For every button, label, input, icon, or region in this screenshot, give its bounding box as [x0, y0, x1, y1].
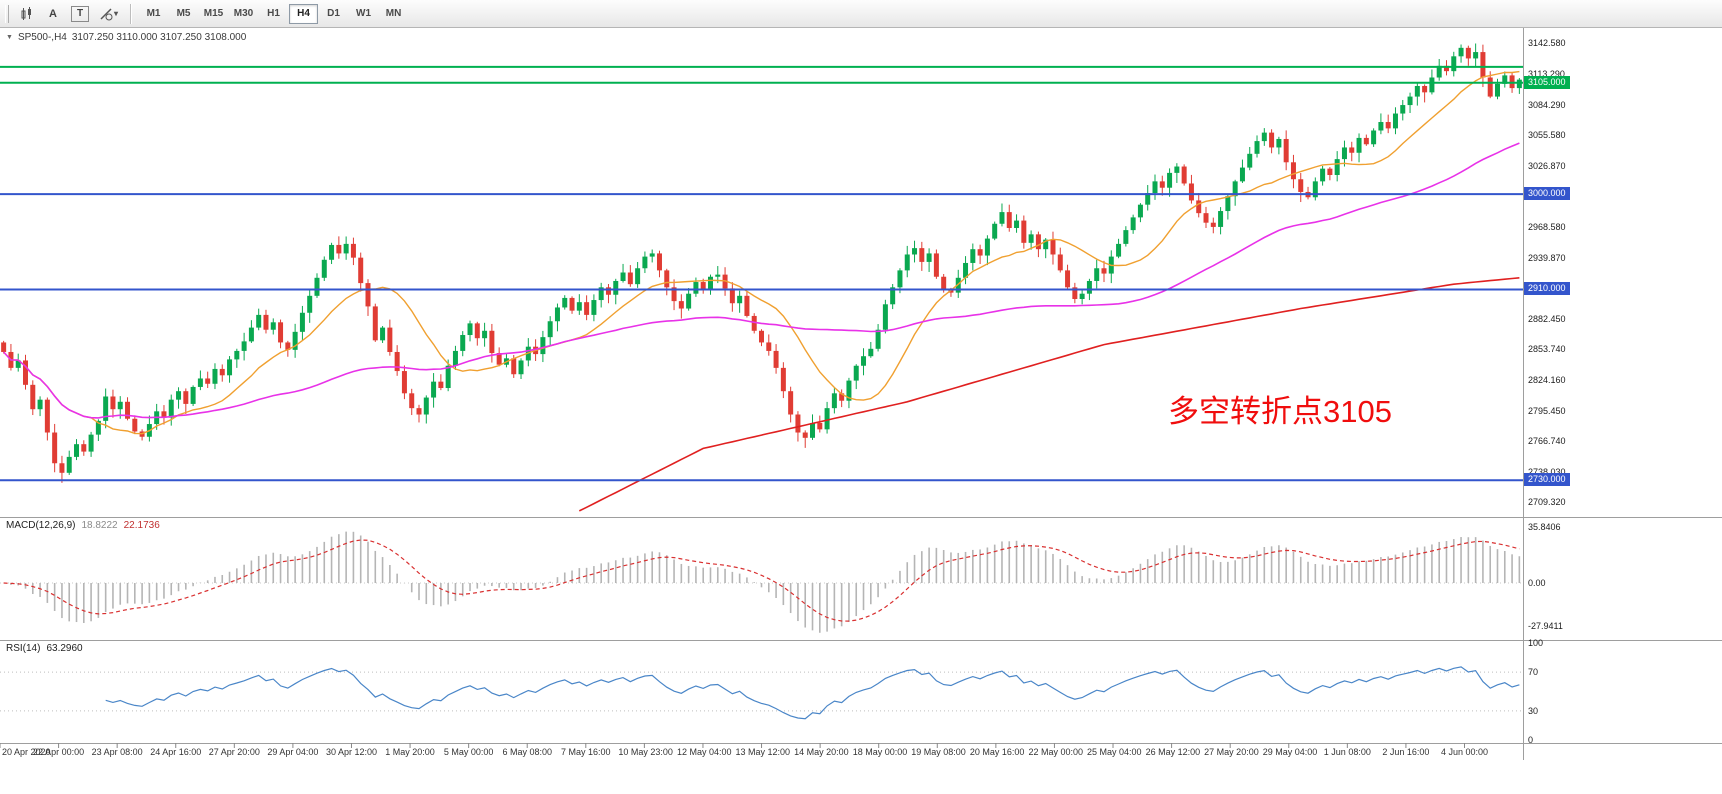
text-tool-button[interactable]: A — [41, 3, 65, 25]
toolbar-separator — [130, 3, 132, 24]
time-tick-marks — [0, 743, 1465, 748]
timeframe-m1-button[interactable]: M1 — [139, 4, 168, 24]
symbol-title: SP500-,H4 — [17, 32, 67, 43]
shapes-icon — [100, 7, 113, 20]
rsi-value: 63.2960 — [46, 643, 83, 654]
rsi-indicator-label: RSI(14) 63.2960 — [6, 643, 83, 654]
macd-signal-line — [3, 539, 1520, 622]
rsi-layer — [0, 666, 1523, 720]
timeframe-mn-button[interactable]: MN — [379, 4, 408, 24]
macd-layer — [0, 531, 1523, 633]
timeframe-button-group: M1 M5 M15 M30 H1 H4 D1 W1 MN — [139, 3, 408, 24]
symbol-ohlc-line: ▼ SP500-,H4 3107.250 3110.000 3107.250 3… — [6, 32, 246, 43]
chart-objects-icon[interactable] — [15, 3, 39, 25]
toolbar-grip[interactable] — [5, 4, 9, 23]
text-t-icon: T — [71, 5, 89, 22]
ma-slow-line — [578, 277, 1520, 512]
shapes-tool-button[interactable]: ▾ — [95, 3, 122, 25]
macd-name: MACD(12,26,9) — [6, 520, 76, 531]
chevron-down-icon: ▾ — [114, 9, 119, 18]
ma-fast-line — [3, 70, 1520, 435]
macd-signal-value: 22.1736 — [123, 520, 160, 531]
timeframe-m15-button[interactable]: M15 — [199, 4, 228, 24]
macd-main-value: 18.8222 — [81, 520, 118, 531]
timeframe-h4-button[interactable]: H4 — [289, 3, 319, 24]
ma-mid-line — [3, 142, 1520, 419]
panel-separators — [0, 28, 1722, 760]
level-lines-layer — [0, 65, 1523, 482]
rsi-line — [105, 666, 1520, 720]
candles-layer — [1, 43, 1522, 483]
timeframe-w1-button[interactable]: W1 — [349, 4, 378, 24]
ohlc-values: 3107.250 3110.000 3107.250 3108.000 — [71, 32, 247, 43]
text-label-tool-button[interactable]: T — [67, 3, 93, 25]
toolbar: A T ▾ M1 M5 M15 M30 H1 H4 D1 W1 MN — [0, 0, 1722, 28]
candlestick-icon — [21, 6, 31, 20]
macd-indicator-label: MACD(12,26,9) 18.8222 22.1736 — [6, 520, 160, 531]
chart-annotation[interactable]: 多空转折点3105 — [1168, 394, 1392, 429]
collapse-triangle-icon: ▼ — [6, 34, 13, 41]
rsi-name: RSI(14) — [6, 643, 41, 654]
timeframe-h1-button[interactable]: H1 — [259, 4, 288, 24]
timeframe-m5-button[interactable]: M5 — [169, 4, 198, 24]
text-a-icon: A — [49, 7, 57, 20]
moving-averages-layer — [3, 70, 1520, 512]
timeframe-d1-button[interactable]: D1 — [319, 4, 348, 24]
timeframe-m30-button[interactable]: M30 — [229, 4, 258, 24]
